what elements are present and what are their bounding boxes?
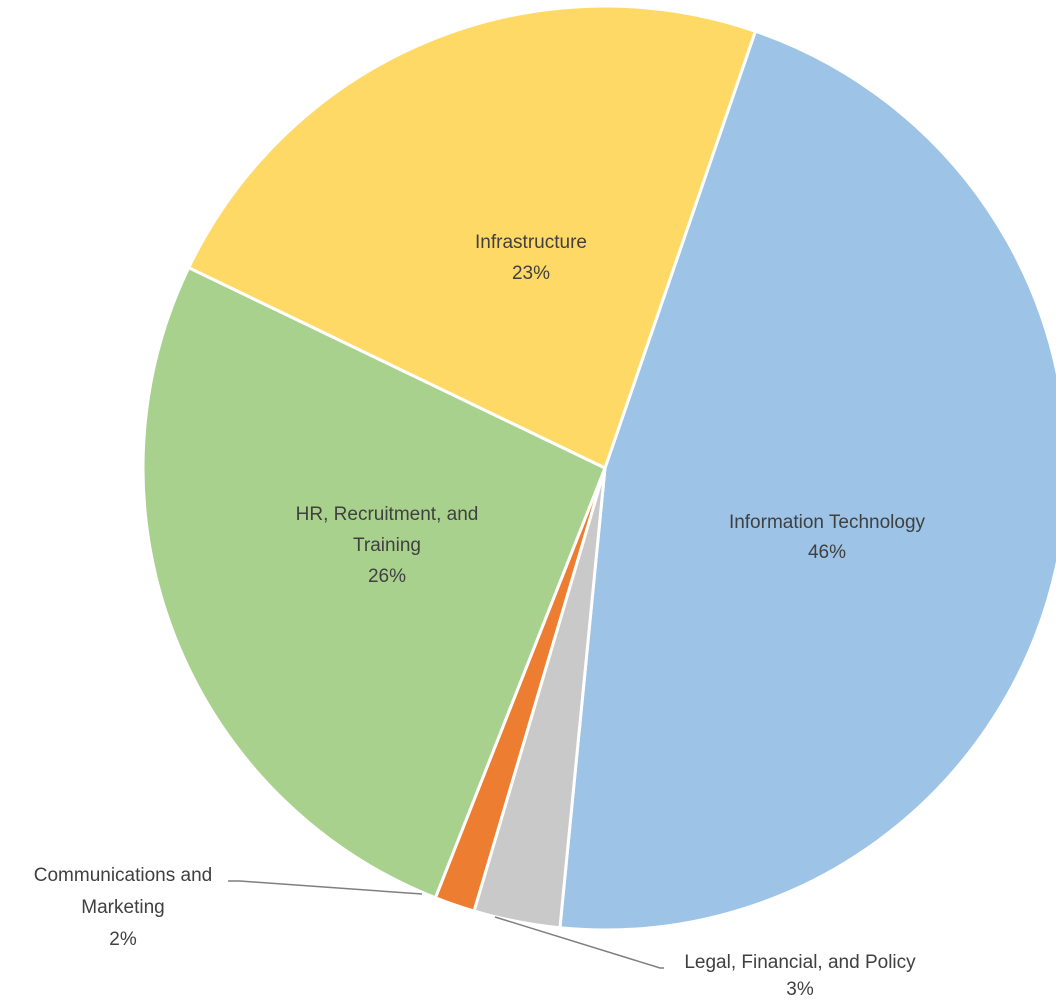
- pie-slices: [141, 4, 1056, 932]
- data-label-hr-recruitment-and-training: HR, Recruitment, and Training 26%: [296, 504, 479, 587]
- leader-lines: [228, 880, 664, 969]
- slice-infrastructure: [187, 4, 757, 470]
- data-label-communications-and-marketing: Communications and Marketing 2%: [34, 865, 212, 950]
- leader-line-communications-and-marketing: [228, 880, 423, 895]
- slice-information-technology: [558, 29, 1056, 932]
- data-label-information-technology: Information Technology 46%: [729, 512, 926, 563]
- slice-hr-recruitment-and-training: [141, 266, 607, 900]
- leader-line-legal-financial-and-policy: [494, 916, 664, 969]
- data-labels: Information Technology 46% Legal, Financia…: [34, 232, 926, 1000]
- data-label-legal-financial-and-policy: Legal, Financial, and Policy 3%: [684, 952, 916, 1000]
- data-label-infrastructure: Infrastructure 23%: [475, 232, 587, 284]
